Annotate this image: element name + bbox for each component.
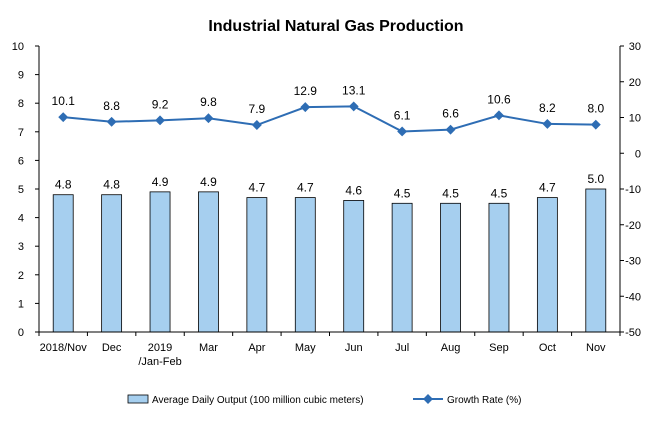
growth-value-label: 8.8 [103,99,120,113]
growth-rate-point [155,115,165,126]
y-left-tick-label: 6 [18,155,24,167]
bar-value-label: 4.9 [200,175,217,189]
bar [246,197,268,333]
growth-value-label: 6.1 [394,108,411,122]
y-right-tick-label: 10 [629,113,641,125]
x-tick-label: Jun [345,342,363,354]
growth-value-label: 13.1 [342,83,366,97]
legend-line-marker [423,394,433,404]
legend-bar-label: Average Daily Output (100 million cubic … [152,395,364,406]
bar [440,202,461,333]
y-left-tick-label: 8 [18,98,24,110]
growth-line-group [58,101,601,137]
growth-rate-point [590,119,601,130]
y-left-tick-label: 4 [18,213,24,225]
y-left-tick-label: 3 [18,241,24,253]
bar [585,188,607,333]
legend-bar-swatch [127,394,149,404]
growth-value-label: 12.9 [294,84,318,98]
bar [101,194,123,333]
bar [294,197,316,333]
growth-value-label: 9.8 [200,95,217,109]
legend-line-label: Growth Rate (%) [447,395,521,406]
growth-rate-point [445,124,456,135]
y-left-tick-label: 0 [18,327,24,339]
bar-value-label: 4.5 [394,186,411,200]
bars-group [52,188,607,333]
y-left-tick-label: 7 [18,127,24,139]
growth-value-label: 6.6 [442,107,459,121]
x-tick-label: Mar [199,342,218,354]
growth-rate-point [58,112,69,123]
y-right-tick-label: 0 [635,148,641,160]
growth-value-label: 8.2 [539,101,556,115]
bar-value-label: 4.7 [539,181,556,195]
bar-value-label: 4.9 [152,175,169,189]
y-left-tick-label: 5 [18,184,24,196]
y-right-tick-label: 30 [629,41,641,53]
bar-value-label: 4.5 [491,186,508,200]
x-tick-label: Apr [248,342,265,354]
axes-group: 0 1 2 3 4 5 6 7 8 9 10 -50 -40 -30 -20 -10 0 10 20 30 2018/N… [12,41,641,368]
growth-rate-point [106,116,117,127]
x-tick-label: Dec [102,342,122,354]
y-left-tick-label: 1 [18,298,24,310]
y-right-tick-label: -20 [625,220,641,232]
bar [52,194,74,333]
y-right-tick-label: -40 [625,291,641,303]
growth-value-label: 8.0 [587,102,604,116]
x-tick-label: 2018/Nov [40,342,88,354]
growth-rate-point [203,113,214,124]
bar-value-label: 4.8 [55,178,72,192]
x-tick-label: Nov [586,342,606,354]
growth-value-label: 9.2 [152,97,169,111]
y-left-tick-label: 9 [18,70,24,82]
bar-value-label: 4.6 [345,183,362,197]
y-left-tick-label: 10 [12,41,24,53]
growth-rate-point [251,120,262,130]
data-labels-group: 4.8 4.8 4.9 4.9 4.7 4.7 4.6 4.5 4.5 4.5 4.7 5.0 10.1… [52,83,605,200]
bar [488,202,510,333]
growth-rate-point [300,102,311,113]
growth-rate-point [397,126,408,137]
bar-value-label: 4.7 [297,181,314,195]
x-tick-label: May [295,342,316,354]
x-tick-label: Jul [395,342,409,354]
bar-value-label: 4.7 [249,181,266,195]
x-tick-label: Sep [489,342,509,354]
bar [536,197,558,333]
y-right-tick-label: -50 [625,327,641,339]
bar-value-label: 4.5 [442,186,459,200]
growth-value-label: 10.1 [52,94,76,108]
legend: Average Daily Output (100 million cubic … [127,394,521,406]
y-right-tick-label: 20 [629,77,641,89]
bar [343,200,365,333]
x-tick-label: Oct [539,342,556,354]
growth-value-label: 7.9 [249,102,266,116]
growth-rate-point [542,118,553,129]
growth-rate-line [63,105,596,133]
bar-value-label: 4.8 [103,178,120,192]
bar [149,191,171,333]
growth-rate-point [494,110,504,121]
bar-value-label: 5.0 [587,172,604,186]
growth-value-label: 10.6 [487,92,511,106]
x-tick-label: 2019/Jan-Feb [138,342,181,368]
bar [391,202,413,333]
x-tick-label: Aug [441,342,461,354]
bar [198,191,219,333]
growth-rate-point [348,101,359,112]
y-left-tick-label: 2 [18,270,24,282]
chart-title: Industrial Natural Gas Production [208,18,463,35]
y-right-tick-label: -30 [625,256,641,268]
y-right-tick-label: -10 [625,184,641,196]
